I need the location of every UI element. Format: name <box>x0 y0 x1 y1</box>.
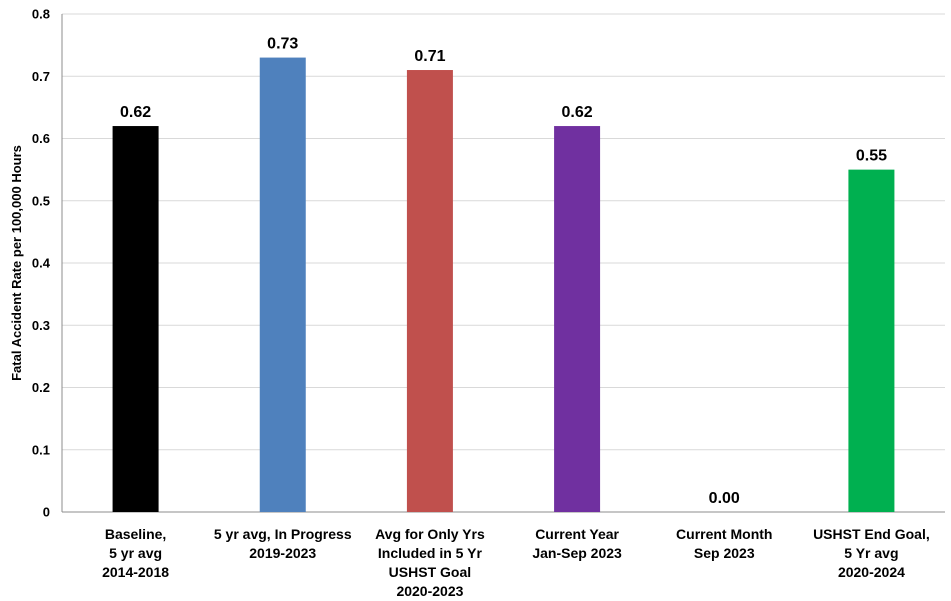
category-label: 5 Yr avg <box>844 545 898 561</box>
category-label: USHST Goal <box>389 564 471 580</box>
y-tick-label: 0.1 <box>32 442 50 457</box>
bar <box>259 57 306 512</box>
y-tick-label: 0.3 <box>32 318 50 333</box>
category-label: Jan-Sep 2023 <box>532 545 622 561</box>
category-label: 2014-2018 <box>102 564 169 580</box>
data-label: 0.73 <box>267 36 298 53</box>
category-label: 2020-2024 <box>838 564 905 580</box>
category-label: Current Month <box>676 526 772 542</box>
category-label: Current Year <box>535 526 619 542</box>
y-tick-label: 0.2 <box>32 380 50 395</box>
bars <box>112 57 895 513</box>
data-label: 0.71 <box>414 48 445 65</box>
y-tick-label: 0.7 <box>32 69 50 84</box>
axes <box>61 14 945 513</box>
data-label: 0.00 <box>709 490 740 507</box>
data-label: 0.55 <box>856 148 887 165</box>
gridlines <box>62 13 945 451</box>
category-label: 5 yr avg, In Progress <box>214 526 352 542</box>
category-label: 5 yr avg <box>109 545 162 561</box>
y-tick-label: 0.5 <box>32 193 50 208</box>
category-label: 2019-2023 <box>249 545 316 561</box>
bar <box>112 126 159 513</box>
y-axis-title: Fatal Accident Rate per 100,000 Hours <box>9 145 24 381</box>
category-label: Avg for Only Yrs <box>375 526 485 542</box>
bar <box>406 70 453 513</box>
y-tick-label: 0.6 <box>32 131 50 146</box>
y-tick-labels: 0 0.1 0.2 0.3 0.4 0.5 0.6 0.7 0.8 <box>32 7 51 520</box>
data-label: 0.62 <box>120 104 151 121</box>
y-tick-label: 0.4 <box>32 256 51 271</box>
category-label: Included in 5 Yr <box>378 545 483 561</box>
y-tick-label: 0.8 <box>32 7 50 22</box>
category-label: Sep 2023 <box>694 545 755 561</box>
data-label: 0.62 <box>562 104 593 121</box>
bar <box>554 126 601 513</box>
category-label: USHST End Goal, <box>813 526 930 542</box>
category-labels: Baseline, 5 yr avg 2014-2018 5 yr avg, In P… <box>102 526 930 599</box>
category-label: 2020-2023 <box>396 583 463 599</box>
y-tick-label: 0 <box>43 505 50 520</box>
data-labels: 0.62 0.73 0.71 0.62 0.00 0.55 <box>120 36 887 507</box>
bar <box>848 169 895 512</box>
category-label: Baseline, <box>105 526 166 542</box>
